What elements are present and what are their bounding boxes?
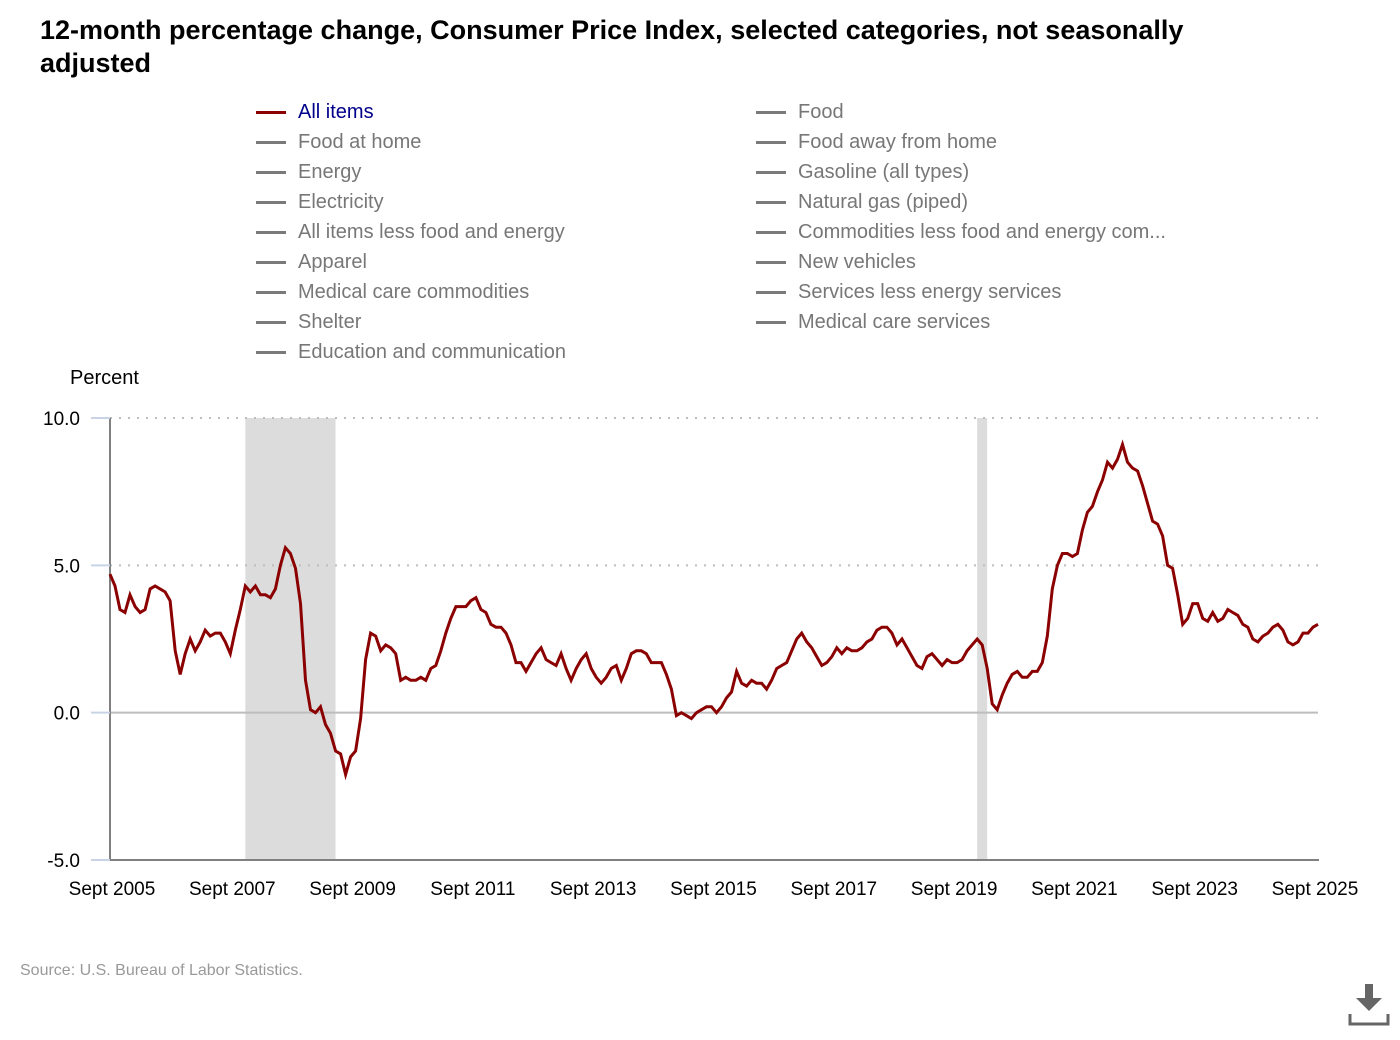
series-line-all-items	[108, 439, 1319, 781]
legend-item[interactable]: Energy	[256, 157, 361, 187]
legend-item[interactable]: All items less food and energy	[256, 217, 565, 247]
legend-line-icon	[256, 320, 286, 324]
legend-line-icon	[256, 140, 286, 144]
x-tick-label: Sept 2017	[790, 879, 877, 900]
legend-line-icon	[756, 290, 786, 294]
legend-item[interactable]: New vehicles	[756, 247, 916, 277]
legend-line-icon	[756, 200, 786, 204]
legend-label: All items	[298, 100, 374, 123]
x-tick-label: Sept 2021	[1031, 879, 1118, 900]
legend-line-icon	[756, 110, 786, 114]
legend-line-icon	[756, 260, 786, 264]
chart-title: 12-month percentage change, Consumer Pri…	[40, 15, 1184, 78]
legend-label: Medical care services	[798, 310, 991, 333]
x-tick-label: Sept 2019	[911, 879, 998, 900]
download-button[interactable]	[1346, 982, 1390, 1028]
x-tick-label: Sept 2011	[430, 879, 515, 900]
legend-line-icon	[256, 230, 286, 234]
legend-label: Medical care commodities	[298, 280, 530, 303]
legend-line-icon	[256, 110, 286, 114]
legend-item[interactable]: All items	[256, 97, 374, 127]
x-tick-label: Sept 2007	[189, 879, 276, 900]
legend-item[interactable]: Food	[756, 97, 844, 127]
legend-label: All items less food and energy	[298, 220, 565, 243]
recession-band	[245, 418, 336, 860]
legend-line-icon	[256, 350, 286, 354]
legend-label: Shelter	[298, 310, 362, 333]
legend-item[interactable]: Electricity	[256, 187, 384, 217]
y-tick-label: 0.0	[54, 704, 80, 725]
legend-label: Apparel	[298, 250, 367, 273]
x-tick-label: Sept 2023	[1151, 879, 1238, 900]
legend-label: New vehicles	[798, 250, 916, 273]
legend-label: Energy	[298, 160, 362, 183]
legend-line-icon	[256, 290, 286, 294]
legend-line-icon	[756, 140, 786, 144]
x-tick-label: Sept 2015	[670, 879, 757, 900]
legend-label: Natural gas (piped)	[798, 190, 969, 213]
legend-label: Services less energy services	[798, 280, 1062, 303]
legend-line-icon	[256, 260, 286, 264]
legend-item[interactable]: Gasoline (all types)	[756, 157, 969, 187]
legend-item[interactable]: Education and communication	[256, 337, 566, 367]
source-note: Source: U.S. Bureau of Labor Statistics.	[20, 962, 303, 979]
legend-item[interactable]: Apparel	[256, 247, 367, 277]
legend-label: Food	[798, 100, 844, 123]
legend-line-icon	[256, 170, 286, 174]
legend-item[interactable]: Natural gas (piped)	[756, 187, 968, 217]
legend-item[interactable]: Services less energy services	[756, 277, 1061, 307]
legend-label: Education and communication	[298, 340, 566, 363]
y-tick-label: 10.0	[43, 409, 80, 430]
legend-item[interactable]: Medical care commodities	[256, 277, 529, 307]
recession-band	[977, 418, 988, 860]
x-tick-label: Sept 2013	[550, 879, 637, 900]
y-tick-label: 5.0	[54, 556, 80, 577]
legend-line-icon	[756, 320, 786, 324]
download-icon	[1348, 984, 1390, 1026]
legend-label: Electricity	[298, 190, 384, 213]
legend-item[interactable]: Medical care services	[756, 307, 990, 337]
legend-label: Food away from home	[798, 130, 997, 153]
x-tick-label: Sept 2025	[1272, 879, 1359, 900]
legend-label: Gasoline (all types)	[798, 160, 970, 183]
y-axis-label: Percent	[70, 367, 139, 389]
y-tick-label: -5.0	[47, 851, 80, 872]
legend-item[interactable]: Commodities less food and energy com...	[756, 217, 1166, 247]
legend-label: Commodities less food and energy com...	[798, 220, 1166, 243]
legend-item[interactable]: Shelter	[256, 307, 361, 337]
legend-label: Food at home	[298, 130, 422, 153]
x-tick-label: Sept 2005	[69, 879, 156, 900]
line-chart: 10.0 5.0 0.0 -5.0 Sept 2005 Sept 2007 Sept 20…	[43, 409, 1359, 900]
legend-line-icon	[756, 170, 786, 174]
legend-item[interactable]: Food at home	[256, 127, 421, 157]
legend-item[interactable]: Food away from home	[756, 127, 997, 157]
x-tick-label: Sept 2009	[309, 879, 396, 900]
legend-line-icon	[756, 230, 786, 234]
legend-line-icon	[256, 200, 286, 204]
